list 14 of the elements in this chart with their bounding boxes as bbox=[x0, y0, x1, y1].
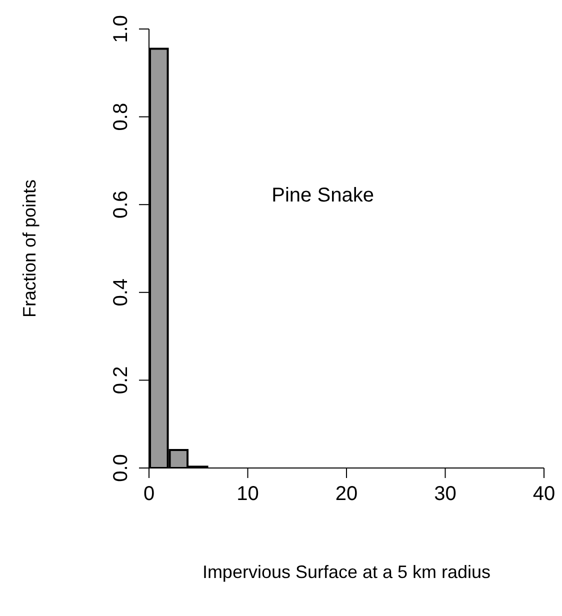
annotation: Pine Snake bbox=[272, 184, 374, 208]
x-tick-label: 20 bbox=[335, 483, 358, 506]
x-tick-label: 40 bbox=[532, 483, 556, 506]
y-tick-label: 0.0 bbox=[110, 454, 132, 482]
y-tick-label: 0.2 bbox=[110, 366, 132, 394]
x-tick-label: 0 bbox=[143, 483, 155, 506]
x-tick-label: 10 bbox=[236, 483, 259, 506]
y-tick-label: 1.0 bbox=[110, 15, 132, 43]
y-tick-label: 0.4 bbox=[110, 278, 132, 306]
x-tick-label: 30 bbox=[434, 483, 456, 506]
x-axis-title: Impervious Surface at a 5 km radius bbox=[202, 562, 491, 582]
y-tick-label: 0.6 bbox=[110, 190, 132, 219]
y-tick-label: 0.8 bbox=[110, 102, 132, 131]
y-axis-title: Fraction of points bbox=[19, 179, 40, 318]
